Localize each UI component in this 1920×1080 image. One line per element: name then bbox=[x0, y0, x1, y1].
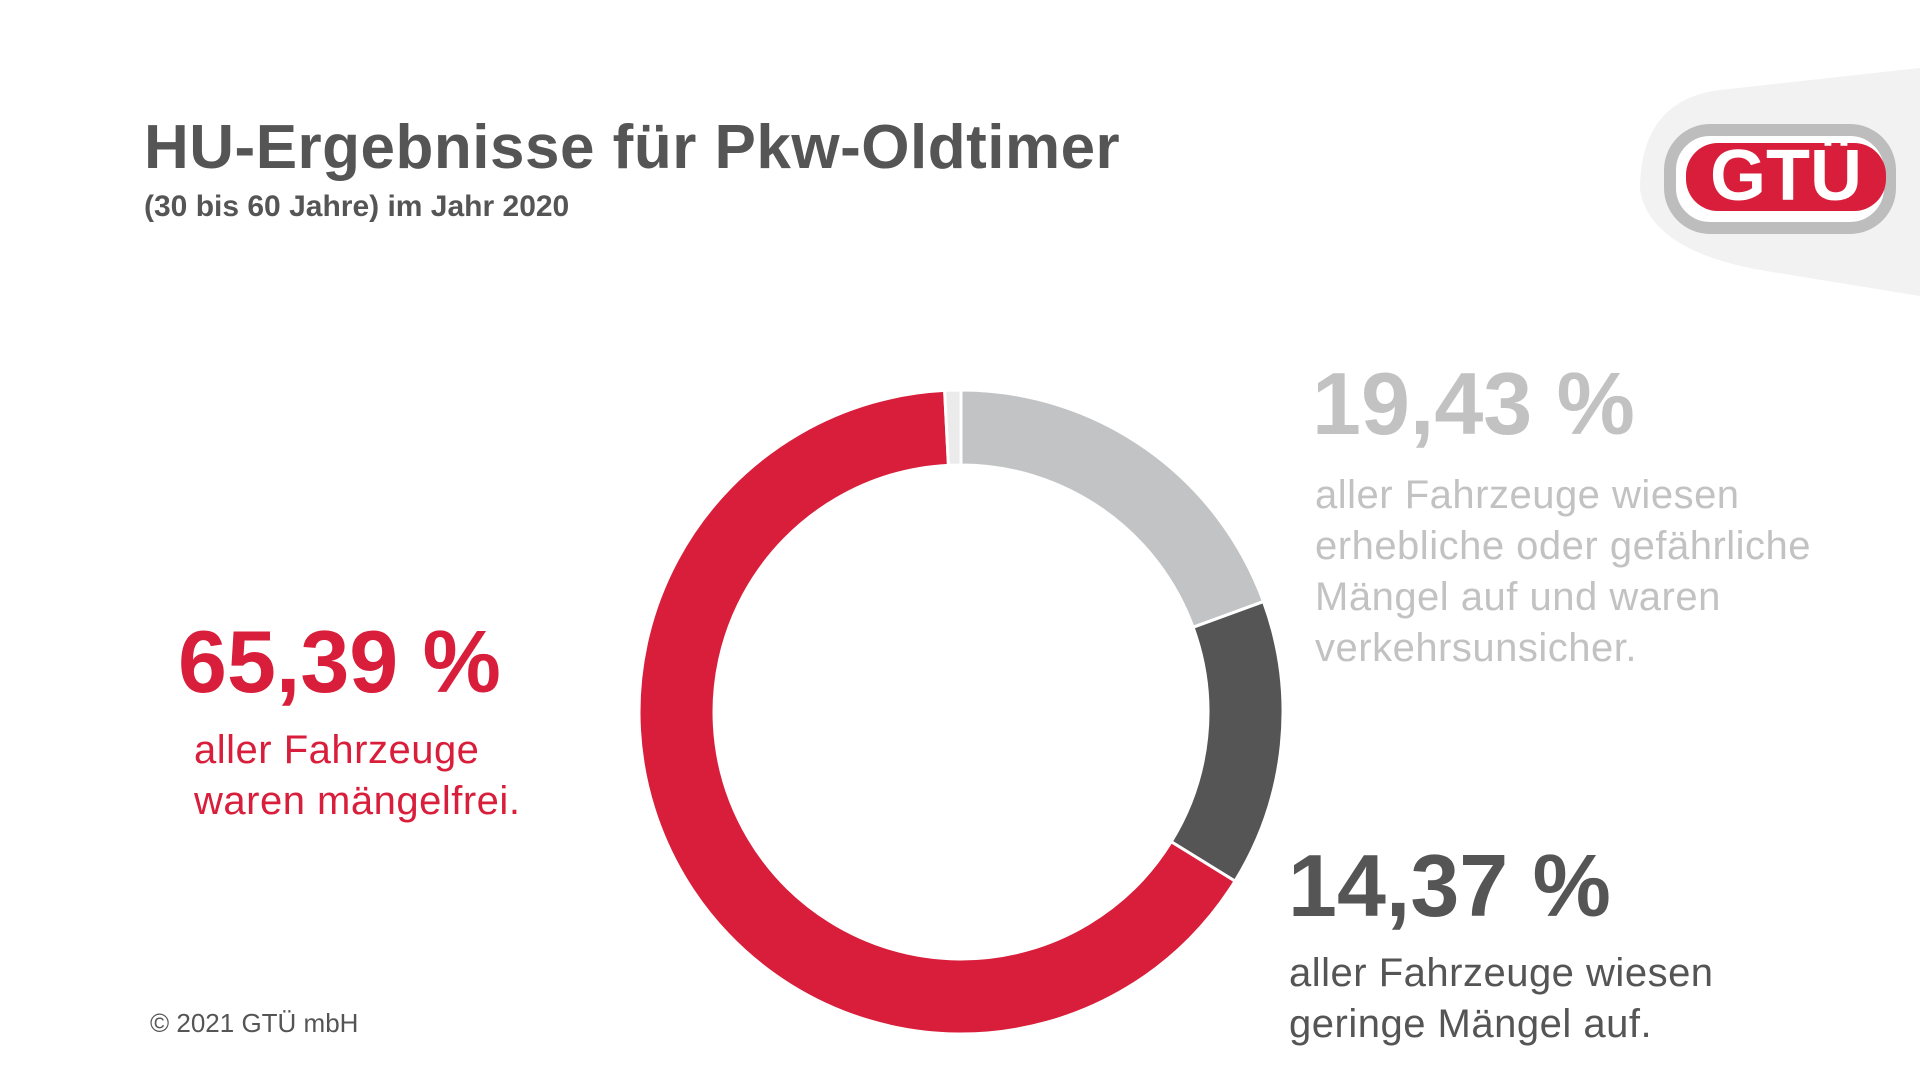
desc-maengelfrei-line-2: waren mängelfrei. bbox=[194, 779, 521, 823]
page-subtitle: (30 bis 60 Jahre) im Jahr 2020 bbox=[144, 190, 570, 223]
donut-slice-3 bbox=[637, 388, 1238, 1036]
donut-slice-1 bbox=[959, 388, 1266, 630]
gtue-logo: GTÜ bbox=[1640, 68, 1920, 296]
desc-maengelfrei-line-1: aller Fahrzeuge bbox=[194, 728, 480, 772]
logo-text: GTÜ bbox=[1710, 136, 1862, 216]
desc-verkehrsunsicher-line-4: verkehrsunsicher. bbox=[1315, 626, 1637, 670]
desc-verkehrsunsicher: aller Fahrzeuge wiesen erhebliche oder g… bbox=[1315, 470, 1811, 674]
logo-badge-fill bbox=[1686, 143, 1886, 211]
desc-geringe-maengel: aller Fahrzeuge wiesen geringe Mängel au… bbox=[1289, 948, 1714, 1050]
value-verkehrsunsicher: 19,43 % bbox=[1312, 354, 1635, 453]
desc-verkehrsunsicher-line-3: Mängel auf und waren bbox=[1315, 575, 1721, 619]
desc-geringe-maengel-line-2: geringe Mängel auf. bbox=[1289, 1002, 1653, 1046]
donut-slice-2 bbox=[1169, 599, 1285, 884]
value-geringe-maengel: 14,37 % bbox=[1288, 836, 1611, 935]
donut-slice-4 bbox=[943, 388, 963, 467]
desc-geringe-maengel-line-1: aller Fahrzeuge wiesen bbox=[1289, 951, 1714, 995]
desc-verkehrsunsicher-line-1: aller Fahrzeuge wiesen bbox=[1315, 473, 1740, 517]
value-maengelfrei: 65,39 % bbox=[178, 612, 501, 711]
desc-maengelfrei: aller Fahrzeuge waren mängelfrei. bbox=[194, 725, 520, 827]
copyright-note: © 2021 GTÜ mbH bbox=[150, 1008, 359, 1038]
page-title: HU-Ergebnisse für Pkw-Oldtimer bbox=[144, 113, 1121, 182]
desc-verkehrsunsicher-line-2: erhebliche oder gefährliche bbox=[1315, 524, 1812, 568]
